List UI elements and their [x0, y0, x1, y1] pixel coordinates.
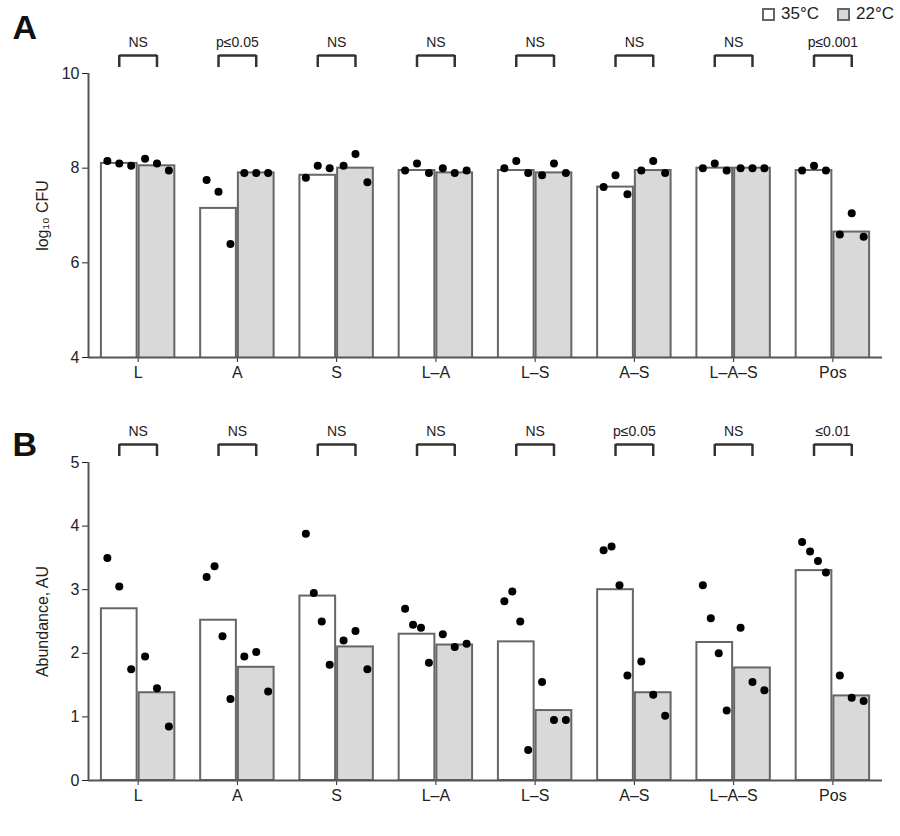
svg-text:p≤0.05: p≤0.05	[613, 423, 656, 439]
svg-text:NS: NS	[724, 34, 743, 50]
svg-text:Abundance, AU: Abundance, AU	[34, 566, 51, 677]
svg-text:A–S: A–S	[619, 364, 649, 381]
svg-text:NS: NS	[625, 34, 644, 50]
svg-text:S: S	[331, 364, 342, 381]
svg-text:L: L	[134, 364, 143, 381]
svg-text:NS: NS	[128, 423, 147, 439]
svg-text:8: 8	[71, 159, 80, 176]
svg-text:0: 0	[71, 772, 80, 789]
svg-text:NS: NS	[228, 423, 247, 439]
svg-text:NS: NS	[724, 423, 743, 439]
svg-text:4: 4	[71, 349, 80, 366]
svg-text:Pos: Pos	[819, 787, 847, 804]
svg-text:L–S: L–S	[521, 787, 549, 804]
svg-text:NS: NS	[426, 34, 445, 50]
svg-text:NS: NS	[327, 423, 346, 439]
svg-text:5: 5	[71, 454, 80, 471]
svg-text:A–S: A–S	[619, 787, 649, 804]
svg-text:A: A	[232, 787, 243, 804]
svg-text:NS: NS	[525, 34, 544, 50]
svg-text:L–S: L–S	[521, 364, 549, 381]
svg-text:NS: NS	[128, 34, 147, 50]
svg-text:A: A	[13, 8, 38, 46]
svg-text:3: 3	[71, 581, 80, 598]
svg-text:log₁₀ CFU: log₁₀ CFU	[34, 180, 51, 251]
svg-text:10: 10	[62, 65, 80, 82]
svg-text:L–A: L–A	[422, 364, 451, 381]
svg-text:NS: NS	[525, 423, 544, 439]
svg-text:NS: NS	[426, 423, 445, 439]
svg-text:L–A–S: L–A–S	[710, 787, 758, 804]
svg-text:NS: NS	[327, 34, 346, 50]
svg-text:6: 6	[71, 254, 80, 271]
svg-text:B: B	[13, 425, 38, 463]
svg-text:p≤0.05: p≤0.05	[216, 34, 259, 50]
svg-text:S: S	[331, 787, 342, 804]
svg-text:L: L	[134, 787, 143, 804]
svg-text:≤0.01: ≤0.01	[815, 423, 850, 439]
svg-text:4: 4	[71, 517, 80, 534]
svg-text:Pos: Pos	[819, 364, 847, 381]
html-text:22°C: 22°C	[856, 4, 894, 23]
svg-text:L–A: L–A	[422, 787, 451, 804]
svg-text:p≤0.001: p≤0.001	[808, 34, 859, 50]
svg-text:A: A	[232, 364, 243, 381]
html-text:35°C: 35°C	[781, 4, 819, 23]
svg-text:1: 1	[71, 708, 80, 725]
svg-text:2: 2	[71, 644, 80, 661]
svg-text:L–A–S: L–A–S	[710, 364, 758, 381]
